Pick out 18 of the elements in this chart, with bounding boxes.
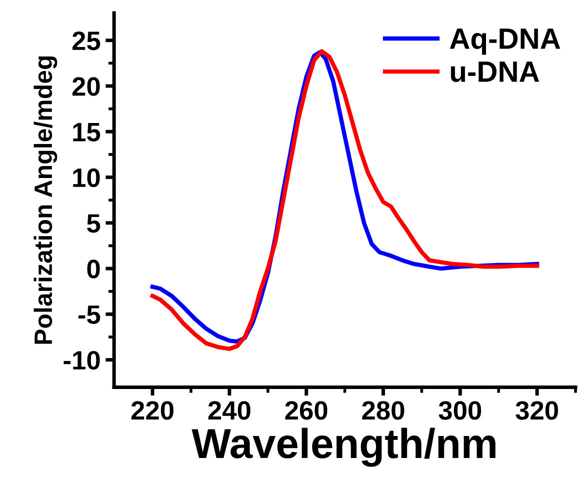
x-tick-label: 300 <box>438 401 482 420</box>
y-tick-label: 25 <box>72 32 100 50</box>
y-tick-label: 5 <box>87 214 100 233</box>
y-tick-label: 15 <box>73 123 100 142</box>
y-axis-title: Polarization Angle/mdeg <box>34 56 58 344</box>
x-tick-label: 320 <box>516 401 558 420</box>
y-tick-label: 0 <box>87 260 100 278</box>
x-tick-label: 260 <box>285 401 328 420</box>
y-tick-label: -10 <box>64 350 100 370</box>
x-axis-title: Wavelength/nm <box>192 428 496 467</box>
y-tick-label: 10 <box>73 168 100 188</box>
y-tick-label: 20 <box>72 77 100 96</box>
legend-label: Aq-DNA <box>450 28 560 55</box>
x-tick-label: 220 <box>131 401 174 420</box>
x-tick-label: 280 <box>362 401 404 420</box>
x-tick-label: 240 <box>208 401 250 420</box>
legend-label: u-DNA <box>450 62 540 82</box>
y-tick-label: -5 <box>78 306 100 324</box>
